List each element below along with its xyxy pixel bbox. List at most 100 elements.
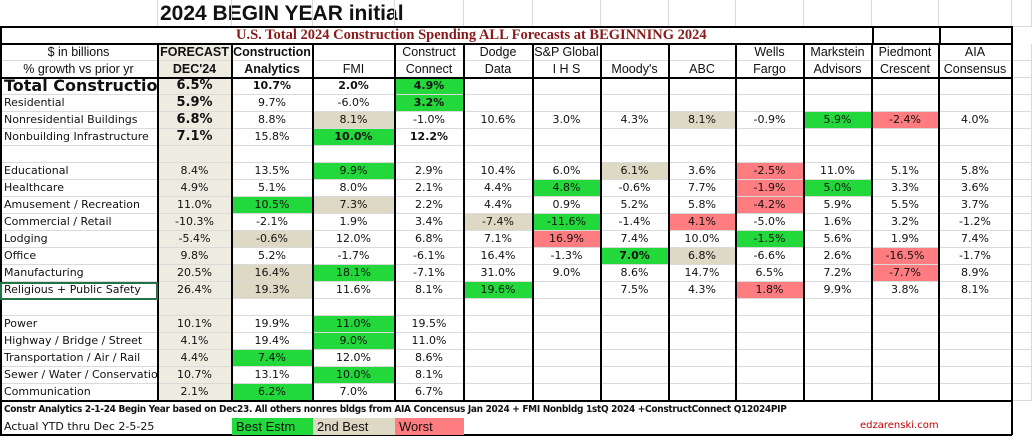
empty-cell[interactable] [1012, 384, 1032, 401]
empty-cell[interactable] [736, 78, 804, 95]
empty-cell[interactable] [601, 78, 669, 95]
empty-cell[interactable] [464, 350, 533, 367]
value-cell[interactable]: 10.0% [669, 231, 736, 248]
empty-cell[interactable] [464, 333, 533, 350]
value-cell[interactable]: 8.8% [232, 112, 313, 129]
value-cell[interactable]: -0.6% [601, 180, 669, 197]
empty-cell[interactable] [669, 299, 736, 316]
value-cell[interactable]: 8.1% [669, 112, 736, 129]
empty-cell[interactable] [872, 95, 939, 112]
value-cell[interactable]: 1.9% [313, 214, 395, 231]
value-cell[interactable]: 15.8% [232, 129, 313, 146]
value-cell[interactable]: -0.9% [736, 112, 804, 129]
value-cell[interactable]: 8.4% [158, 163, 232, 180]
empty-cell[interactable] [464, 129, 533, 146]
empty-cell[interactable] [533, 367, 601, 384]
value-cell[interactable]: 7.0% [601, 248, 669, 265]
value-cell[interactable]: 3.2% [395, 95, 464, 112]
row-label[interactable]: Total Construction [0, 78, 158, 95]
empty-cell[interactable] [464, 384, 533, 401]
value-cell[interactable]: 3.8% [872, 282, 939, 299]
value-cell[interactable]: 13.5% [232, 163, 313, 180]
empty-cell[interactable] [313, 146, 395, 163]
empty-cell[interactable] [736, 333, 804, 350]
value-cell[interactable]: 1.8% [736, 282, 804, 299]
row-label[interactable]: Highway / Bridge / Street [0, 333, 158, 350]
value-cell[interactable]: 11.0% [804, 163, 872, 180]
empty-cell[interactable] [601, 350, 669, 367]
empty-cell[interactable] [939, 384, 1012, 401]
empty-cell[interactable] [736, 350, 804, 367]
empty-cell[interactable] [1012, 299, 1032, 316]
empty-cell[interactable] [736, 367, 804, 384]
value-cell[interactable]: 11.0% [158, 197, 232, 214]
value-cell[interactable]: 8.1% [313, 112, 395, 129]
value-cell[interactable]: -1.7% [313, 248, 395, 265]
empty-cell[interactable] [1012, 163, 1032, 180]
empty-cell[interactable] [395, 299, 464, 316]
empty-cell[interactable] [1012, 180, 1032, 197]
row-label[interactable]: Healthcare [0, 180, 158, 197]
value-cell[interactable]: 6.5% [158, 78, 232, 95]
empty-cell[interactable] [464, 299, 533, 316]
value-cell[interactable]: 4.1% [669, 214, 736, 231]
value-cell[interactable]: 2.0% [313, 78, 395, 95]
value-cell[interactable]: 7.1% [464, 231, 533, 248]
empty-cell[interactable] [669, 146, 736, 163]
empty-cell[interactable] [669, 78, 736, 95]
empty-cell[interactable] [1012, 197, 1032, 214]
value-cell[interactable]: -10.3% [158, 214, 232, 231]
empty-cell[interactable] [232, 299, 313, 316]
empty-cell[interactable] [939, 129, 1012, 146]
empty-cell[interactable] [804, 367, 872, 384]
value-cell[interactable]: 19.4% [232, 333, 313, 350]
row-label[interactable]: Amusement / Recreation [0, 197, 158, 214]
value-cell[interactable]: 16.4% [232, 265, 313, 282]
value-cell[interactable]: -1.2% [939, 214, 1012, 231]
value-cell[interactable]: 6.0% [533, 163, 601, 180]
row-label[interactable]: Residential [0, 95, 158, 112]
empty-cell[interactable] [872, 129, 939, 146]
value-cell[interactable]: -1.4% [601, 214, 669, 231]
value-cell[interactable]: 19.9% [232, 316, 313, 333]
value-cell[interactable]: 3.0% [533, 112, 601, 129]
row-label[interactable]: Nonresidential Buildings [0, 112, 158, 129]
value-cell[interactable]: 6.1% [601, 163, 669, 180]
empty-cell[interactable] [804, 333, 872, 350]
empty-cell[interactable] [533, 282, 601, 299]
empty-cell[interactable] [158, 299, 232, 316]
row-label[interactable]: Commercial / Retail [0, 214, 158, 231]
value-cell[interactable]: 6.8% [158, 112, 232, 129]
value-cell[interactable]: 8.1% [395, 367, 464, 384]
value-cell[interactable]: 5.8% [669, 197, 736, 214]
value-cell[interactable]: -4.2% [736, 197, 804, 214]
empty-cell[interactable] [939, 78, 1012, 95]
value-cell[interactable]: -11.6% [533, 214, 601, 231]
empty-cell[interactable] [158, 146, 232, 163]
value-cell[interactable]: 12.0% [313, 350, 395, 367]
value-cell[interactable]: 8.1% [939, 282, 1012, 299]
empty-cell[interactable] [939, 95, 1012, 112]
empty-cell[interactable] [939, 350, 1012, 367]
value-cell[interactable]: 4.4% [464, 197, 533, 214]
row-label[interactable]: Lodging [0, 231, 158, 248]
value-cell[interactable]: 5.1% [232, 180, 313, 197]
empty-cell[interactable] [669, 129, 736, 146]
value-cell[interactable]: 5.6% [804, 231, 872, 248]
empty-cell[interactable] [872, 350, 939, 367]
empty-cell[interactable] [232, 0, 313, 27]
value-cell[interactable]: 3.6% [939, 180, 1012, 197]
empty-cell[interactable] [1012, 214, 1032, 231]
value-cell[interactable]: -1.9% [736, 180, 804, 197]
value-cell[interactable]: -0.6% [232, 231, 313, 248]
empty-cell[interactable] [736, 384, 804, 401]
value-cell[interactable]: 6.8% [395, 231, 464, 248]
value-cell[interactable]: -16.5% [872, 248, 939, 265]
empty-cell[interactable] [872, 333, 939, 350]
value-cell[interactable]: 8.6% [601, 265, 669, 282]
value-cell[interactable]: 10.1% [158, 316, 232, 333]
value-cell[interactable]: 5.9% [158, 95, 232, 112]
empty-cell[interactable] [313, 299, 395, 316]
empty-cell[interactable] [804, 384, 872, 401]
empty-cell[interactable] [464, 95, 533, 112]
